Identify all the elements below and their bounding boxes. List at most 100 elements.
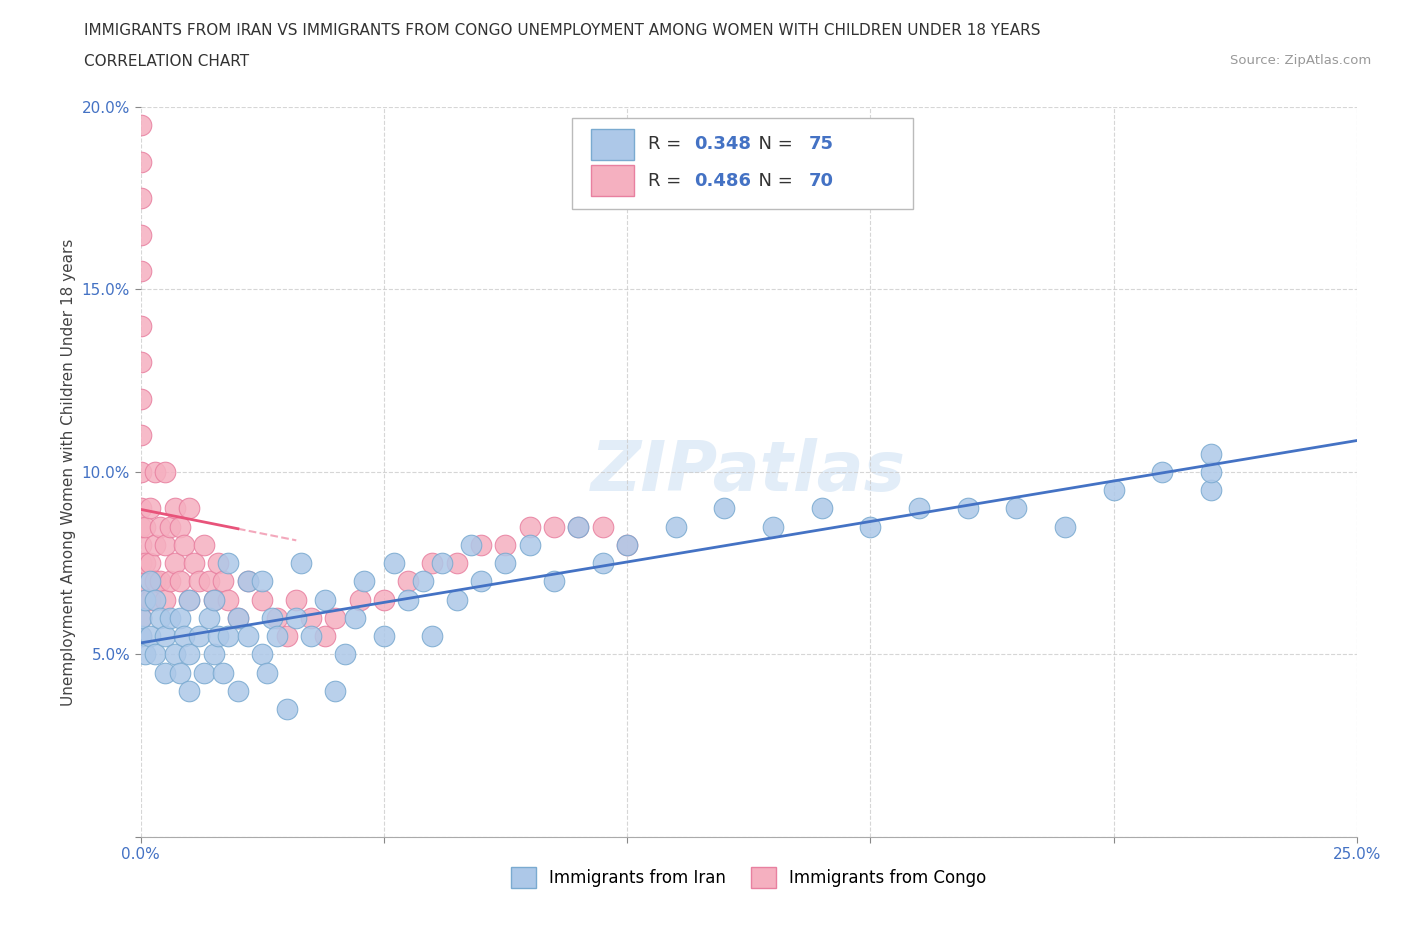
Point [470, 538, 492, 552]
FancyBboxPatch shape [572, 118, 912, 209]
Point [299, 611, 322, 626]
Point [217, 629, 239, 644]
Point [446, 556, 468, 571]
Point [1199, 483, 1222, 498]
Text: 0.486: 0.486 [695, 172, 751, 190]
Point [217, 592, 239, 607]
Point [129, 592, 152, 607]
Point [143, 538, 166, 552]
Y-axis label: Unemployment Among Women with Children Under 18 years: Unemployment Among Women with Children U… [62, 238, 76, 706]
Point [250, 647, 273, 662]
Point [179, 592, 201, 607]
Point [129, 428, 152, 443]
Point [762, 519, 785, 534]
Point [129, 318, 152, 334]
Point [163, 501, 186, 516]
Point [183, 556, 205, 571]
Point [139, 556, 162, 571]
Point [396, 592, 419, 607]
Point [713, 501, 735, 516]
Point [134, 519, 156, 534]
Point [149, 519, 172, 534]
Point [134, 592, 156, 607]
Point [129, 501, 152, 516]
Point [134, 592, 156, 607]
Point [129, 355, 152, 370]
Point [256, 665, 278, 680]
Point [143, 574, 166, 589]
Point [266, 611, 288, 626]
Text: IMMIGRANTS FROM IRAN VS IMMIGRANTS FROM CONGO UNEMPLOYMENT AMONG WOMEN WITH CHIL: IMMIGRANTS FROM IRAN VS IMMIGRANTS FROM … [84, 23, 1040, 38]
Point [908, 501, 931, 516]
Point [149, 611, 172, 626]
Point [139, 501, 162, 516]
Point [592, 556, 614, 571]
Point [163, 556, 186, 571]
Point [373, 592, 395, 607]
Point [188, 574, 211, 589]
Point [343, 611, 366, 626]
Point [236, 629, 259, 644]
Point [314, 592, 336, 607]
Point [373, 629, 395, 644]
Point [285, 592, 308, 607]
Point [349, 592, 371, 607]
Point [333, 647, 356, 662]
FancyBboxPatch shape [591, 166, 634, 196]
Point [134, 647, 156, 662]
Point [212, 665, 235, 680]
Point [129, 191, 152, 206]
Point [543, 519, 565, 534]
Point [202, 592, 225, 607]
Point [139, 574, 162, 589]
Point [460, 538, 482, 552]
Point [314, 629, 336, 644]
Point [153, 629, 176, 644]
Text: 70: 70 [808, 172, 834, 190]
Point [1005, 501, 1028, 516]
Point [495, 538, 517, 552]
Point [432, 556, 454, 571]
Point [1102, 483, 1125, 498]
Point [422, 556, 444, 571]
Point [129, 611, 152, 626]
Point [276, 702, 298, 717]
Point [129, 118, 152, 133]
Point [139, 629, 162, 644]
Point [139, 592, 162, 607]
Point [543, 574, 565, 589]
Point [173, 629, 195, 644]
Point [129, 465, 152, 480]
Text: Source: ZipAtlas.com: Source: ZipAtlas.com [1230, 54, 1371, 67]
Point [207, 629, 229, 644]
Point [173, 538, 195, 552]
Point [519, 519, 541, 534]
Point [1152, 465, 1174, 480]
Point [266, 629, 288, 644]
FancyBboxPatch shape [591, 129, 634, 160]
Point [179, 647, 201, 662]
Point [159, 519, 181, 534]
Point [519, 538, 541, 552]
Point [197, 611, 219, 626]
Text: R =: R = [648, 135, 686, 153]
Point [143, 592, 166, 607]
Text: ZIPatlas: ZIPatlas [591, 438, 907, 506]
Point [226, 684, 249, 698]
Point [412, 574, 434, 589]
Point [153, 538, 176, 552]
Point [202, 592, 225, 607]
Point [202, 647, 225, 662]
Point [382, 556, 405, 571]
Point [290, 556, 312, 571]
Point [250, 592, 273, 607]
Point [250, 574, 273, 589]
Text: 75: 75 [808, 135, 834, 153]
Point [956, 501, 979, 516]
Point [169, 611, 191, 626]
Point [129, 611, 152, 626]
Point [616, 538, 638, 552]
Point [159, 611, 181, 626]
Point [129, 538, 152, 552]
Point [285, 611, 308, 626]
